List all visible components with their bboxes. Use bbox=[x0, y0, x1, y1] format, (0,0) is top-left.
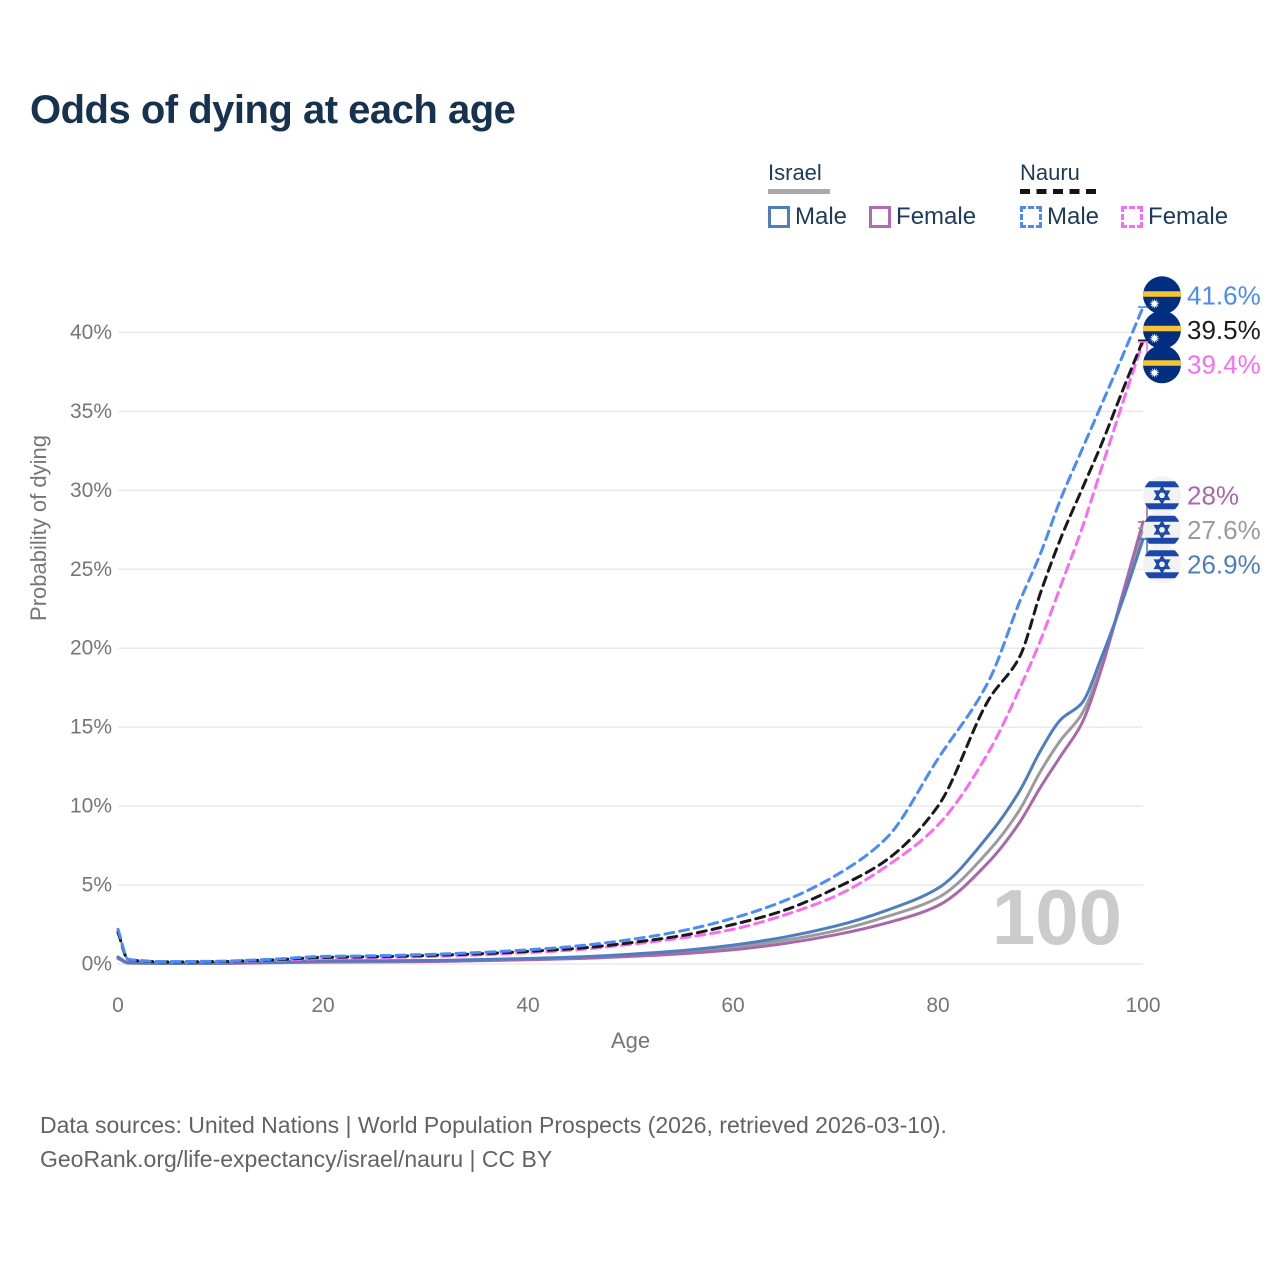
legend-nauru-both-swatch bbox=[1020, 189, 1096, 194]
star-of-david-down bbox=[1153, 490, 1171, 506]
x-tick-label: 80 bbox=[926, 994, 949, 1017]
y-axis-title: Probability of dying bbox=[26, 435, 51, 621]
legend-nauru-female-label: Female bbox=[1148, 203, 1229, 230]
star-of-david-up bbox=[1153, 519, 1171, 535]
star-of-david-up bbox=[1153, 554, 1171, 570]
legend-israel-female-label: Female bbox=[896, 203, 977, 230]
legend-item-nauru-female[interactable]: Female bbox=[1121, 203, 1228, 231]
legend-nauru-title: Nauru bbox=[1020, 160, 1080, 185]
y-tick-label: 40% bbox=[70, 321, 112, 344]
legend-israel-both-swatch bbox=[768, 189, 830, 194]
israel-flag-icon bbox=[1143, 510, 1181, 549]
legend-israel-items: Male Female bbox=[768, 203, 976, 231]
flag-stripe-top bbox=[1143, 550, 1181, 557]
legend-israel: Israel Male Female bbox=[768, 161, 976, 231]
x-tick-label: 0 bbox=[112, 994, 124, 1017]
israel-male-swatch-icon bbox=[768, 206, 790, 228]
x-tick-label: 100 bbox=[1125, 994, 1160, 1017]
x-tick-label: 20 bbox=[311, 994, 334, 1017]
flag-star bbox=[1149, 367, 1160, 378]
series-line-nauru-female bbox=[116, 340, 1145, 964]
israel-flag-icon bbox=[1143, 545, 1181, 584]
y-tick-label: 25% bbox=[70, 558, 112, 581]
israel-flag-icon bbox=[1143, 476, 1181, 515]
series-line-nauru-both bbox=[116, 338, 1145, 964]
legend-nauru-items: Male Female bbox=[1020, 203, 1228, 231]
legend-nauru-male-label: Male bbox=[1047, 203, 1100, 230]
nauru-flag-icon bbox=[1143, 310, 1181, 349]
y-tick-label: 0% bbox=[82, 953, 112, 976]
nauru-flag-icon bbox=[1143, 276, 1181, 315]
end-label-israel-female: 28% bbox=[1187, 480, 1239, 510]
legend-nauru: Nauru Male Female bbox=[1020, 161, 1228, 231]
series-line-nauru-male bbox=[116, 305, 1145, 964]
y-tick-label: 10% bbox=[70, 795, 112, 818]
y-tick-label: 30% bbox=[70, 479, 112, 502]
series-line-israel-male bbox=[116, 537, 1145, 965]
x-tick-label: 60 bbox=[721, 994, 744, 1017]
end-label-nauru-male: 41.6% bbox=[1187, 280, 1261, 310]
end-label-nauru-both: 39.5% bbox=[1187, 315, 1261, 345]
flag-star bbox=[1149, 298, 1160, 309]
end-label-israel-both: 27.6% bbox=[1187, 515, 1261, 545]
flag-stripe bbox=[1143, 360, 1181, 366]
flag-stripe-bottom bbox=[1143, 572, 1181, 579]
series-line-israel-female bbox=[116, 520, 1145, 965]
israel-female-swatch-icon bbox=[869, 206, 892, 228]
star-of-david-down bbox=[1153, 559, 1171, 575]
legend-item-israel-female[interactable]: Female bbox=[869, 203, 976, 231]
flag-stripe-bottom bbox=[1143, 537, 1181, 544]
source-line-1: Data sources: United Nations | World Pop… bbox=[40, 1112, 947, 1138]
legend-israel-title: Israel bbox=[768, 160, 822, 185]
flag-stripe bbox=[1143, 325, 1181, 332]
y-tick-label: 15% bbox=[70, 716, 112, 739]
data-source-note: Data sources: United Nations | World Pop… bbox=[40, 1108, 947, 1176]
x-axis-title: Age bbox=[611, 1028, 650, 1053]
star-of-david-up bbox=[1153, 485, 1171, 501]
y-tick-label: 20% bbox=[70, 637, 112, 660]
flag-star bbox=[1149, 333, 1160, 344]
nauru-flag-icon bbox=[1143, 345, 1181, 384]
page-title: Odds of dying at each age bbox=[30, 88, 516, 132]
flag-stripe-bottom bbox=[1143, 503, 1181, 510]
flag-stripe-top bbox=[1143, 481, 1181, 488]
series-line-israel-both bbox=[116, 526, 1145, 965]
source-line-2: GeoRank.org/life-expectancy/israel/nauru… bbox=[40, 1146, 553, 1172]
y-tick-label: 35% bbox=[70, 400, 112, 423]
legend-item-nauru-male[interactable]: Male bbox=[1020, 203, 1099, 231]
flag-stripe-top bbox=[1143, 515, 1181, 522]
x-tick-label: 40 bbox=[516, 994, 539, 1017]
age-watermark: 100 bbox=[992, 873, 1122, 961]
end-label-nauru-female: 39.4% bbox=[1187, 349, 1261, 379]
legend-item-israel-male[interactable]: Male bbox=[768, 203, 847, 231]
star-of-david-down bbox=[1153, 524, 1171, 540]
nauru-male-swatch-icon bbox=[1020, 206, 1042, 228]
legend-israel-male-label: Male bbox=[795, 203, 848, 230]
nauru-female-swatch-icon bbox=[1121, 206, 1144, 228]
end-label-israel-male: 26.9% bbox=[1187, 549, 1261, 579]
y-tick-label: 5% bbox=[82, 874, 112, 897]
flag-stripe bbox=[1143, 291, 1181, 297]
